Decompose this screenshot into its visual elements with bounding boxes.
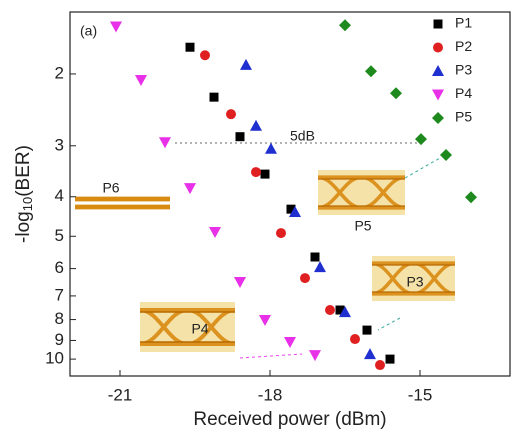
- legend-label: P5: [455, 109, 472, 125]
- data-point: [300, 273, 310, 283]
- legend-label: P2: [455, 38, 472, 54]
- data-point: [375, 360, 385, 370]
- arrow: [405, 158, 440, 178]
- eye-inset-p6: [75, 183, 170, 223]
- data-point: [210, 93, 219, 102]
- data-point: [184, 183, 196, 194]
- data-point: [440, 149, 452, 161]
- annotation: 5dB: [290, 128, 315, 144]
- data-point: [325, 305, 335, 315]
- eye-inset-p5: [318, 170, 405, 215]
- data-point: [251, 167, 261, 177]
- legend-marker: [432, 65, 444, 76]
- annotation: P5: [354, 218, 371, 234]
- eye-inset-p4: [140, 302, 235, 352]
- data-point: [363, 326, 372, 335]
- arrow: [240, 354, 302, 358]
- data-point: [234, 277, 246, 288]
- data-point: [226, 109, 236, 119]
- data-point: [314, 261, 326, 272]
- legend-label: P4: [455, 85, 472, 101]
- data-point: [364, 348, 376, 359]
- data-point: [110, 21, 122, 32]
- annotation: P4: [191, 321, 208, 337]
- data-point: [350, 334, 360, 344]
- y-tick-label: 6: [55, 258, 64, 277]
- data-point: [240, 59, 252, 70]
- y-tick-label: 10: [45, 349, 64, 368]
- data-point: [465, 191, 477, 203]
- legend-label: P1: [455, 15, 472, 31]
- data-point: [309, 350, 321, 361]
- y-tick-label: 2: [55, 63, 64, 82]
- legend-marker: [432, 90, 444, 101]
- data-point: [209, 227, 221, 238]
- data-point: [259, 315, 271, 326]
- annotation: P6: [102, 180, 119, 196]
- legend-marker: [432, 112, 444, 124]
- data-point: [284, 337, 296, 348]
- data-point: [390, 87, 402, 99]
- data-point: [250, 120, 262, 131]
- x-tick-label: -18: [258, 385, 283, 404]
- y-tick-label: 7: [55, 285, 64, 304]
- data-point: [365, 65, 377, 77]
- data-point: [261, 170, 270, 179]
- y-tick-label: 3: [55, 135, 64, 154]
- page: {"chart_data": {"type": "scatter", "x_la…: [0, 0, 514, 432]
- data-point: [265, 143, 277, 154]
- x-tick-label: -15: [408, 385, 433, 404]
- legend-marker: [433, 43, 443, 53]
- arrow: [378, 318, 400, 330]
- data-point: [200, 50, 210, 60]
- legend-marker: [434, 20, 443, 29]
- data-point: [186, 43, 195, 52]
- legend-label: P3: [455, 62, 472, 78]
- y-tick-label: 5: [55, 226, 64, 245]
- data-point: [311, 253, 320, 262]
- y-label-part: (BER): [13, 145, 34, 197]
- y-axis-label: -log10(BER): [13, 145, 35, 243]
- chart: (a) 5dB P6 P5 P3 P4 Received power (dBm)…: [0, 0, 514, 432]
- y-tick-label: 9: [55, 330, 64, 349]
- y-tick-label: 4: [55, 186, 64, 205]
- data-point: [135, 75, 147, 86]
- x-tick-label: -21: [108, 385, 133, 404]
- data-point: [276, 228, 286, 238]
- data-point: [159, 137, 171, 148]
- y-label-part: -log: [13, 211, 34, 243]
- data-point: [236, 132, 245, 141]
- y-label-sub: 10: [20, 197, 35, 211]
- data-point: [386, 355, 395, 364]
- y-tick-label: 8: [55, 309, 64, 328]
- x-axis-label: Received power (dBm): [193, 409, 386, 430]
- annotation: P3: [406, 274, 423, 290]
- panel-label: (a): [80, 23, 97, 39]
- data-point: [339, 19, 351, 31]
